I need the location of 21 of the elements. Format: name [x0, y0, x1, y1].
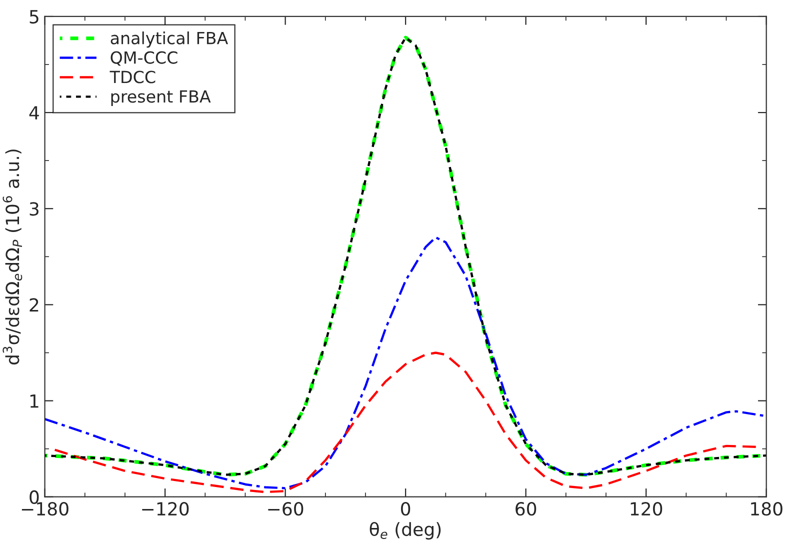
text: d$^{3}$σ/dεdΩ$_{e}$dΩ$_{P}$ (10$^{6}$ a.u.): [2, 150, 22, 364]
legend-label: present FBA: [111, 90, 211, 106]
x-tick-label: 120: [630, 502, 662, 516]
y-tick-label: 5: [30, 10, 38, 24]
x-tick-label: 60: [516, 502, 536, 516]
x-tick-label: −60: [268, 502, 304, 516]
y-tick-label: 2: [30, 298, 38, 312]
y-tick-label: 1: [30, 394, 38, 408]
x-tick-label: 180: [751, 502, 782, 516]
y-tick-label: 0: [30, 490, 39, 504]
y-tick-label: 4: [29, 106, 39, 120]
x-tick-label: −180: [22, 502, 68, 516]
legend-label: analytical FBA: [110, 31, 228, 48]
line-series: [44, 236, 766, 490]
y-tick-label: 3: [30, 202, 38, 216]
x-axis-title: θ$_{e}$ (deg): [370, 522, 441, 540]
legend-label: TDCC: [110, 70, 156, 84]
x-tick-label: −120: [142, 502, 189, 516]
x-tick-label: 0: [401, 502, 410, 516]
line-series: [54, 352, 758, 494]
legend-label: QM-CCC: [110, 51, 178, 66]
